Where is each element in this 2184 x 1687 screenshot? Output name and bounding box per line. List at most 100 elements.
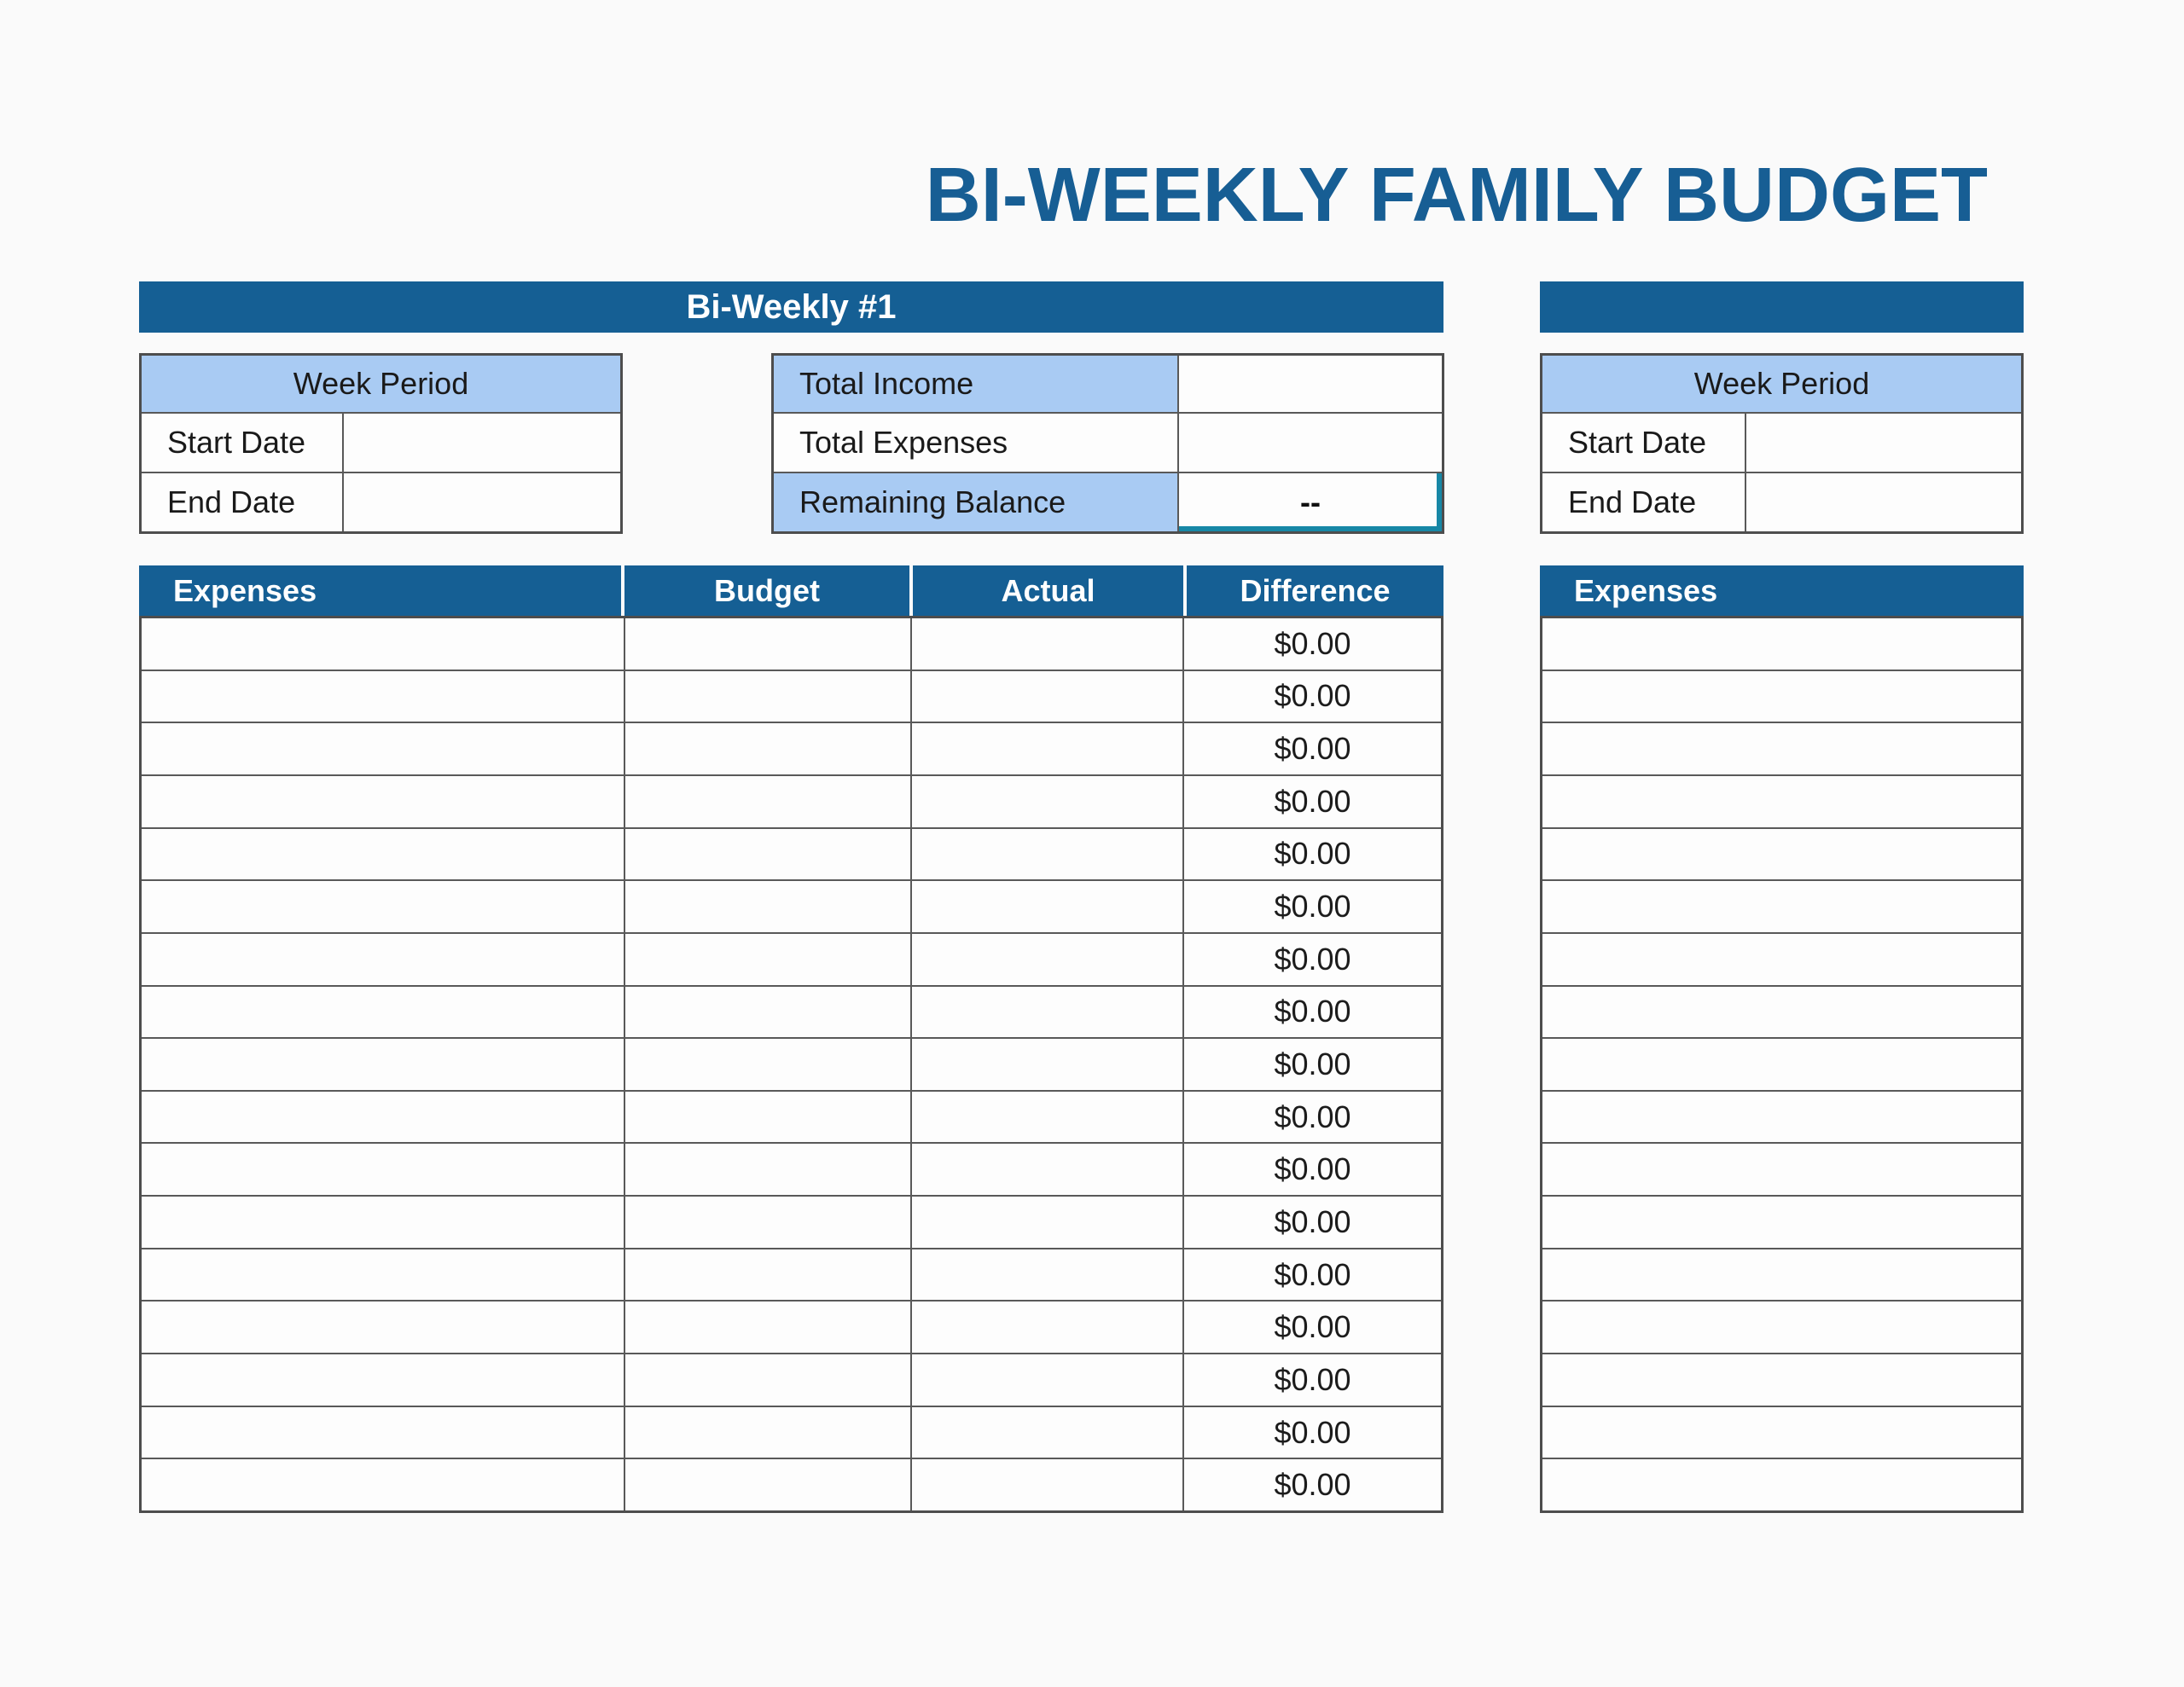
expenses-cell-17[interactable] xyxy=(142,1459,624,1510)
right-expenses-cell-11[interactable] xyxy=(1542,1144,2021,1196)
end-date-value-2[interactable] xyxy=(1746,473,2021,531)
right-expenses-cell-4[interactable] xyxy=(1542,775,2021,827)
actual-cell-13[interactable] xyxy=(912,1249,1182,1301)
difference-cell-2[interactable]: $0.00 xyxy=(1184,670,1441,722)
right-expenses-cell-2[interactable] xyxy=(1542,670,2021,722)
expenses-cell-10[interactable] xyxy=(142,1091,624,1143)
right-expenses-cell-17[interactable] xyxy=(1542,1459,2021,1510)
start-date-value-1[interactable] xyxy=(344,414,620,472)
expenses-cell-9[interactable] xyxy=(142,1039,624,1090)
total-income-value[interactable] xyxy=(1179,356,1442,412)
difference-cell-9[interactable]: $0.00 xyxy=(1184,1039,1441,1090)
actual-cell-15[interactable] xyxy=(912,1354,1182,1406)
actual-cell-10[interactable] xyxy=(912,1091,1182,1143)
budget-cell-14[interactable] xyxy=(625,1301,910,1354)
expenses-cell-1[interactable] xyxy=(142,618,624,670)
right-expenses-cell-3[interactable] xyxy=(1542,723,2021,774)
expenses-cell-4[interactable] xyxy=(142,775,624,827)
expenses-cell-15[interactable] xyxy=(142,1354,624,1406)
budget-cell-15[interactable] xyxy=(625,1354,910,1406)
difference-cell-13[interactable]: $0.00 xyxy=(1184,1249,1441,1301)
budget-cell-6[interactable] xyxy=(625,881,910,932)
right-expenses-cell-14[interactable] xyxy=(1542,1301,2021,1354)
actual-cell-8[interactable] xyxy=(912,986,1182,1038)
expense-row-11: $0.00 xyxy=(142,1144,1441,1196)
remaining-balance-value[interactable]: -- xyxy=(1179,473,1442,531)
expense-row-2: $0.00 xyxy=(142,670,1441,722)
expenses-cell-12[interactable] xyxy=(142,1197,624,1248)
right-expenses-cell-5[interactable] xyxy=(1542,828,2021,880)
budget-cell-5[interactable] xyxy=(625,828,910,880)
end-date-value-1[interactable] xyxy=(344,473,620,531)
right-expenses-cell-6[interactable] xyxy=(1542,881,2021,932)
expenses-cell-16[interactable] xyxy=(142,1406,624,1458)
budget-cell-10[interactable] xyxy=(625,1091,910,1143)
expenses-cell-5[interactable] xyxy=(142,828,624,880)
expense-row-10: $0.00 xyxy=(142,1091,1441,1143)
actual-cell-17[interactable] xyxy=(912,1459,1182,1510)
budget-cell-12[interactable] xyxy=(625,1197,910,1248)
expenses-cell-6[interactable] xyxy=(142,881,624,932)
difference-cell-11[interactable]: $0.00 xyxy=(1184,1144,1441,1196)
actual-cell-2[interactable] xyxy=(912,670,1182,722)
difference-cell-12[interactable]: $0.00 xyxy=(1184,1197,1441,1248)
budget-cell-3[interactable] xyxy=(625,723,910,774)
col-header-actual: Actual xyxy=(913,565,1183,616)
week-period-table-1: Week Period Start Date End Date xyxy=(139,353,623,534)
budget-cell-17[interactable] xyxy=(625,1459,910,1510)
start-date-value-2[interactable] xyxy=(1746,414,2021,472)
difference-cell-6[interactable]: $0.00 xyxy=(1184,881,1441,932)
actual-cell-9[interactable] xyxy=(912,1039,1182,1090)
difference-cell-7[interactable]: $0.00 xyxy=(1184,933,1441,985)
total-expenses-value[interactable] xyxy=(1179,414,1442,472)
difference-cell-10[interactable]: $0.00 xyxy=(1184,1091,1441,1143)
budget-cell-9[interactable] xyxy=(625,1039,910,1090)
right-expenses-cell-15[interactable] xyxy=(1542,1354,2021,1406)
expenses-cell-8[interactable] xyxy=(142,986,624,1038)
budget-cell-8[interactable] xyxy=(625,986,910,1038)
actual-cell-16[interactable] xyxy=(912,1406,1182,1458)
difference-cell-3[interactable]: $0.00 xyxy=(1184,723,1441,774)
right-expenses-cell-12[interactable] xyxy=(1542,1197,2021,1248)
budget-cell-7[interactable] xyxy=(625,933,910,985)
expenses-cell-3[interactable] xyxy=(142,723,624,774)
right-expenses-cell-9[interactable] xyxy=(1542,1039,2021,1090)
budget-cell-16[interactable] xyxy=(625,1406,910,1458)
right-expenses-cell-8[interactable] xyxy=(1542,986,2021,1038)
expenses-cell-7[interactable] xyxy=(142,933,624,985)
right-expenses-cell-7[interactable] xyxy=(1542,933,2021,985)
actual-cell-3[interactable] xyxy=(912,723,1182,774)
difference-cell-8[interactable]: $0.00 xyxy=(1184,986,1441,1038)
budget-cell-4[interactable] xyxy=(625,775,910,827)
remaining-balance-row: Remaining Balance -- xyxy=(774,473,1442,531)
actual-cell-1[interactable] xyxy=(912,618,1182,670)
expenses-cell-14[interactable] xyxy=(142,1301,624,1354)
expenses-cell-11[interactable] xyxy=(142,1144,624,1196)
right-expenses-cell-10[interactable] xyxy=(1542,1091,2021,1143)
right-expenses-cell-16[interactable] xyxy=(1542,1406,2021,1458)
difference-cell-17[interactable]: $0.00 xyxy=(1184,1459,1441,1510)
difference-cell-16[interactable]: $0.00 xyxy=(1184,1406,1441,1458)
expenses-cell-2[interactable] xyxy=(142,670,624,722)
actual-cell-11[interactable] xyxy=(912,1144,1182,1196)
actual-cell-7[interactable] xyxy=(912,933,1182,985)
expense-row-14: $0.00 xyxy=(142,1301,1441,1354)
difference-cell-4[interactable]: $0.00 xyxy=(1184,775,1441,827)
difference-cell-15[interactable]: $0.00 xyxy=(1184,1354,1441,1406)
actual-cell-6[interactable] xyxy=(912,881,1182,932)
budget-cell-11[interactable] xyxy=(625,1144,910,1196)
right-expenses-cell-13[interactable] xyxy=(1542,1249,2021,1301)
actual-cell-12[interactable] xyxy=(912,1197,1182,1248)
budget-cell-2[interactable] xyxy=(625,670,910,722)
expenses-cell-13[interactable] xyxy=(142,1249,624,1301)
right-expenses-cell-1[interactable] xyxy=(1542,618,2021,670)
actual-cell-14[interactable] xyxy=(912,1301,1182,1354)
budget-cell-1[interactable] xyxy=(625,618,910,670)
difference-cell-5[interactable]: $0.00 xyxy=(1184,828,1441,880)
expense-row-8: $0.00 xyxy=(142,986,1441,1038)
difference-cell-1[interactable]: $0.00 xyxy=(1184,618,1441,670)
budget-cell-13[interactable] xyxy=(625,1249,910,1301)
actual-cell-5[interactable] xyxy=(912,828,1182,880)
difference-cell-14[interactable]: $0.00 xyxy=(1184,1301,1441,1354)
actual-cell-4[interactable] xyxy=(912,775,1182,827)
